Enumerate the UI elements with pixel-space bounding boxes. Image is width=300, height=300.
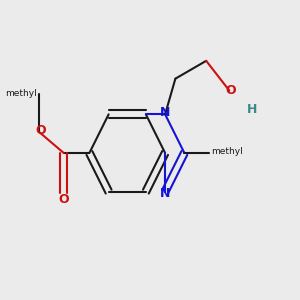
Text: O: O xyxy=(58,193,69,206)
Text: N: N xyxy=(160,106,170,119)
Text: N: N xyxy=(160,187,170,200)
Text: O: O xyxy=(35,124,46,137)
Text: methyl: methyl xyxy=(211,147,243,156)
Text: H: H xyxy=(247,103,257,116)
Text: methyl: methyl xyxy=(5,89,37,98)
Text: O: O xyxy=(225,84,236,97)
